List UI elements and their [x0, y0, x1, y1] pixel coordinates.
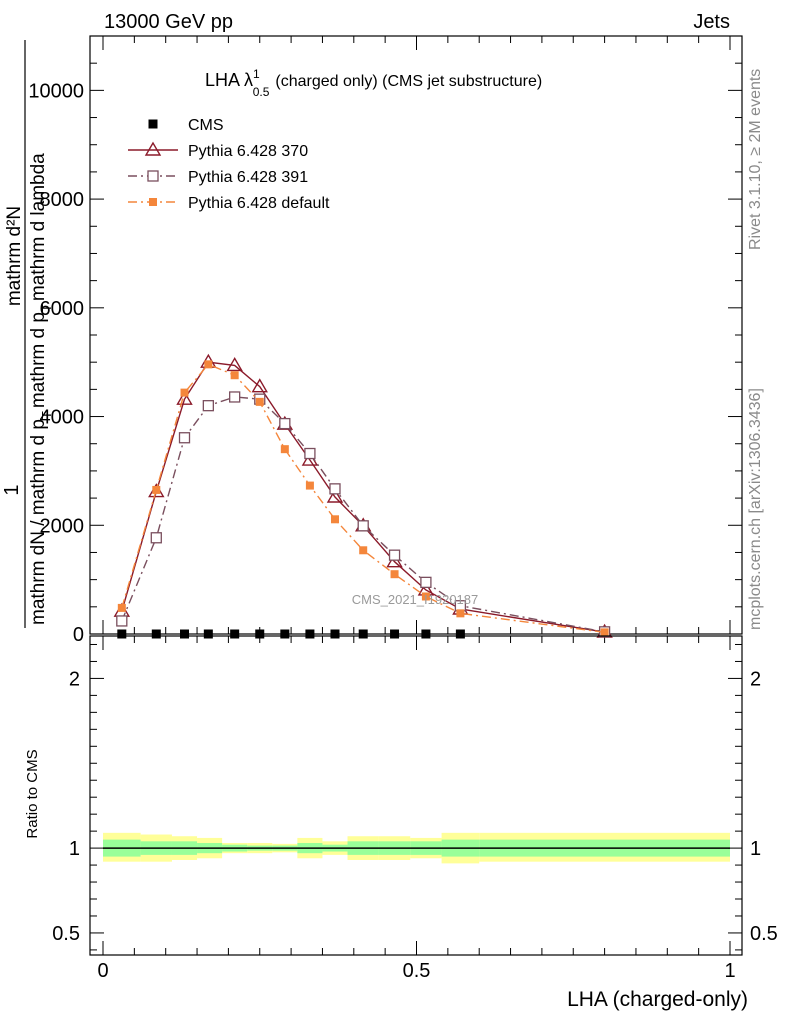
plot-title-rest: (charged only) (CMS jet substructure) — [275, 73, 542, 90]
main-panel: 0 2000 4000 6000 8000 10000 CMS Pythia 6.428 37… — [28, 35, 743, 955]
point-pythia-6-428-370-5 — [251, 378, 268, 393]
x-tick-label-2: 1 — [724, 960, 735, 982]
point-pythia-6-428-391-9 — [357, 520, 369, 532]
y-label-numerator: mathrm d²N — [4, 206, 25, 306]
point-cms-4 — [230, 629, 240, 639]
point-pythia-6-428-391-11 — [420, 576, 432, 589]
y-label-den-part2: mathrm d p — [28, 312, 49, 408]
point-cms-10 — [390, 629, 400, 639]
ratio-panel: 0 0.5 1 0.5 0.5 1 1 2 2 — [52, 36, 778, 982]
ratio-y-tick-label-left-0: 0.5 — [52, 923, 80, 945]
energy-label: 13000 GeV pp — [104, 11, 233, 33]
point-cms-1 — [151, 629, 161, 639]
point-pythia-6-428-391-7 — [304, 447, 316, 460]
point-pythia-6-428-default-8 — [330, 515, 339, 524]
point-cms-7 — [305, 629, 315, 639]
point-pythia-6-428-default-9 — [359, 546, 368, 555]
main-y-tick-label-3: 6000 — [40, 298, 85, 320]
ratio-y-tick-label-right-2: 2 — [750, 668, 761, 690]
legend-label-pythia-6-428-default: Pythia 6.428 default — [188, 195, 330, 212]
main-y-tick-label-0: 0 — [73, 624, 84, 646]
point-pythia-6-428-391-4 — [229, 391, 241, 403]
main-y-tick-label-5: 10000 — [28, 80, 84, 102]
point-pythia-6-428-default-3 — [204, 360, 213, 369]
legend-marker-pythia-6-428-default — [149, 198, 157, 206]
legend-label-pythia-6-428-370: Pythia 6.428 370 — [188, 143, 308, 160]
y-label-den-part1: mathrm dN / mathrm d p — [28, 419, 49, 625]
main-y-tick-label-2: 4000 — [40, 407, 85, 429]
point-pythia-6-428-370-8 — [326, 488, 344, 503]
plot-title: LHA λ1 0.5 (charged only) (CMS jet substru… — [205, 67, 542, 99]
point-pythia-6-428-default-4 — [230, 371, 239, 380]
mcplots-source-label: mcplots.cern.ch [arXiv:1306.3436] — [747, 388, 764, 630]
main-y-tick-label-4: 8000 — [40, 189, 85, 211]
point-pythia-6-428-391-0 — [116, 615, 128, 627]
x-axis-label: LHA (charged-only) — [567, 988, 748, 1011]
point-pythia-6-428-370-2 — [176, 390, 193, 405]
y-label-den-sub2: T — [39, 304, 54, 312]
point-pythia-6-428-391-8 — [329, 483, 341, 495]
ratio-y-tick-label-left-2: 2 — [69, 668, 80, 690]
analysis-watermark: CMS_2021_I1920187 — [352, 592, 479, 607]
point-pythia-6-428-default-2 — [180, 388, 189, 397]
point-pythia-6-428-391-1 — [150, 532, 162, 544]
series-line-pythia-6-428-default — [121, 363, 605, 634]
point-cms-12 — [455, 629, 465, 639]
ratio-y-tick-label-right-0: 0.5 — [750, 923, 778, 945]
point-pythia-6-428-391-6 — [279, 417, 291, 430]
plot-title-sup: 1 — [253, 67, 260, 81]
process-label: Jets — [693, 11, 730, 33]
point-pythia-6-428-391-10 — [388, 549, 401, 561]
legend-marker-cms — [148, 119, 158, 129]
point-cms-0 — [117, 629, 127, 639]
x-tick-label-0: 0 — [97, 960, 108, 982]
point-pythia-6-428-default-11 — [421, 592, 430, 601]
point-pythia-6-428-default-0 — [117, 603, 126, 612]
point-pythia-6-428-391-3 — [202, 400, 214, 412]
y-label-den-sub1: T — [39, 411, 54, 419]
legend-marker-pythia-6-428-370 — [144, 141, 162, 156]
point-pythia-6-428-default-10 — [390, 570, 399, 579]
legend-label-cms: CMS — [188, 117, 224, 134]
point-pythia-6-428-default-1 — [152, 485, 161, 494]
ratio-y-tick-label-left-1: 1 — [69, 838, 80, 860]
point-pythia-6-428-default-13 — [600, 628, 609, 637]
plot-title-main: LHA λ — [205, 70, 253, 90]
plot-title-sub: 0.5 — [253, 85, 270, 99]
point-pythia-6-428-default-6 — [280, 445, 289, 454]
point-pythia-6-428-default-7 — [305, 481, 314, 490]
y-label-numerator-one: 1 — [1, 484, 23, 495]
ratio-y-tick-label-right-1: 1 — [750, 838, 761, 860]
ratio-y-label: Ratio to CMS — [24, 749, 41, 838]
point-cms-5 — [255, 629, 265, 639]
ratio-frame — [89, 635, 743, 956]
point-cms-11 — [421, 629, 431, 639]
y-label-den-part3: mathrm d lambda — [28, 153, 49, 301]
x-tick-label-1: 0.5 — [403, 960, 431, 982]
legend-marker-pythia-6-428-391 — [147, 170, 159, 182]
rivet-version-label: Rivet 3.1.10, ≥ 2M events — [747, 69, 764, 250]
point-cms-8 — [330, 629, 340, 639]
legend-label-pythia-6-428-391: Pythia 6.428 391 — [188, 169, 308, 186]
point-pythia-6-428-370-4 — [226, 357, 243, 372]
main-y-tick-label-1: 2000 — [40, 515, 85, 537]
point-pythia-6-428-391-2 — [178, 432, 191, 444]
point-cms-9 — [358, 629, 368, 639]
point-pythia-6-428-default-12 — [456, 609, 465, 618]
y-label-denominator: mathrm dN / mathrm d pTmathrm d pTmathrm… — [28, 153, 54, 625]
point-cms-2 — [180, 629, 190, 639]
point-cms-6 — [280, 629, 290, 639]
point-pythia-6-428-default-5 — [255, 397, 264, 406]
point-cms-3 — [203, 629, 213, 639]
